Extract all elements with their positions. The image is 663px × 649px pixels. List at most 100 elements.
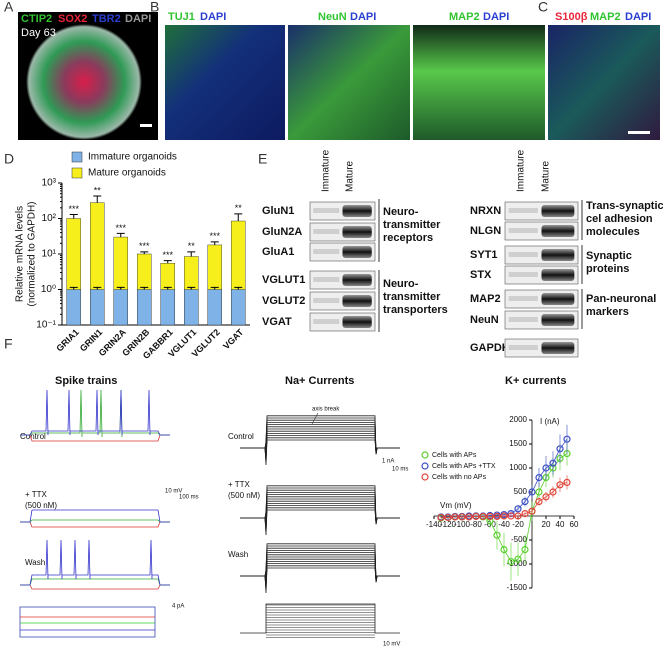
legend-label: Immature organoids [88,152,177,163]
scale-bar [140,124,152,127]
y-tick-label: 10² [42,213,57,224]
error-bar [93,195,102,203]
bar [136,289,152,326]
y-axis-label: Relative mRNA levels [15,206,26,302]
group-label: Neuro- [383,206,419,218]
error-bar [140,251,149,254]
point [549,459,557,467]
panel-label: E [258,151,267,167]
band [508,272,538,277]
y-tick-label: 10¹ [42,249,57,260]
y-tick-label: 1500 [509,439,527,448]
group-label: proteins [586,263,629,275]
panel-label: F [4,336,13,352]
band [313,249,340,254]
condition-label: Control [20,432,46,441]
marker: DAPI [200,11,226,23]
scale-label: 10 ms [392,467,408,473]
significance: *** [115,223,126,233]
band [342,295,372,307]
micrograph [413,25,545,140]
legend-label: Cells with APs +TTX [432,463,496,470]
legend-marker [421,462,429,470]
band [342,274,372,286]
band [541,205,575,217]
group-label: transporters [383,304,448,316]
point [556,481,564,489]
voltage-trace [20,509,170,523]
point [542,464,550,472]
x-tick-label: -20 [512,520,524,529]
point [507,557,515,566]
point [556,445,564,453]
band [541,342,575,354]
legend-label: Mature organoids [88,168,166,179]
section-title: Na+ Currents [285,375,354,387]
group-label: transmitter [383,291,441,303]
point [563,478,571,486]
day-label: Day 63 [21,27,56,39]
y-tick-label: 10⁰ [41,284,56,295]
band [508,317,538,322]
group-label: Synaptic [586,250,632,262]
column-header: Immature [516,149,527,192]
marker: S100β [555,11,588,23]
condition-label: + TTX [228,480,251,489]
voltage-trace [20,578,170,586]
error-bar [116,232,125,238]
group-label: Trans-synaptic [586,200,663,212]
micrograph [288,25,410,140]
marker: DAPI [350,11,376,23]
marker: DAPI [483,11,509,23]
condition-label: Wash [228,550,248,559]
significance: *** [209,231,220,241]
x-tick-label: 20 [542,520,551,529]
marker: DAPI [125,13,151,25]
band [313,277,340,282]
bar [230,289,246,326]
point [465,513,473,521]
bar [113,289,128,326]
x-tick-label: -120 [440,520,457,529]
bar [160,289,175,326]
point [493,512,501,521]
error-bar [210,286,219,290]
condition-label: (500 nM) [228,491,260,500]
row-label: NeuN [470,314,499,326]
legend-marker [421,473,429,481]
band [313,208,340,213]
annotation: axis break [312,407,340,413]
band [508,228,538,233]
scale-bar [628,131,650,134]
legend-label: Cells with APs [432,452,477,459]
panel-label: B [150,0,159,15]
point [444,513,452,522]
condition-label: (500 nM) [25,501,57,510]
band [541,269,575,281]
band [342,246,372,258]
row-label: SYT1 [470,249,498,261]
y-tick-label: 10⁻¹ [36,320,56,331]
group-label: molecules [586,226,640,238]
bar [89,289,105,326]
band [508,252,538,257]
bar [207,289,222,326]
marker: TUJ1 [168,11,195,23]
point [500,512,508,520]
marker: DAPI [625,11,651,23]
legend-swatch [71,167,83,179]
x-tick-label: -140 [426,520,443,529]
legend-marker [421,451,429,459]
voltage-trace [20,584,170,590]
point [437,513,445,522]
marker: NeuN [318,11,347,23]
error-bar [69,213,78,219]
scale-label: 10 mV [383,642,400,648]
error-bar [234,213,243,222]
point [486,517,494,525]
group-label: transmitter [383,219,441,231]
point [486,512,494,521]
voltage-trace [20,389,170,436]
scale-label: 10 mV [165,489,182,495]
